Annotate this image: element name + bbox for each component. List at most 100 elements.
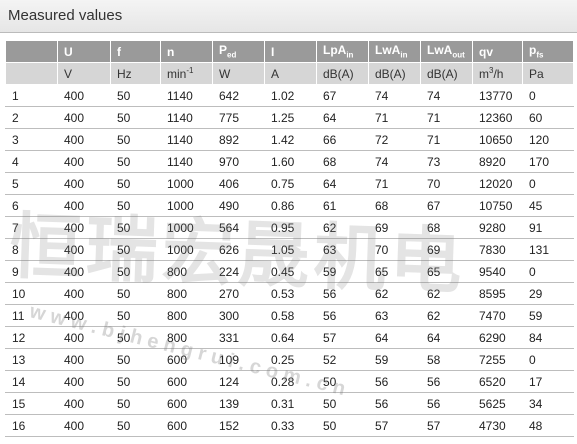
data-cell: 64 (420, 326, 473, 349)
data-cell: 50 (110, 414, 161, 437)
data-cell: 9280 (472, 216, 523, 239)
data-cell: 800 (160, 326, 213, 349)
data-cell: 170 (522, 150, 574, 173)
row-index: 13 (5, 348, 58, 371)
data-cell: 74 (368, 150, 421, 173)
data-cell: 0 (522, 260, 574, 283)
units-cell: W (212, 62, 265, 85)
header-text: I (271, 44, 275, 59)
header-text: f (117, 44, 121, 59)
data-cell: 50 (110, 392, 161, 415)
data-cell: 0 (522, 172, 574, 195)
header-cell: f (110, 40, 161, 63)
data-cell: 50 (110, 106, 161, 129)
data-cell: 70 (420, 172, 473, 195)
data-cell: 50 (110, 128, 161, 151)
data-cell: 50 (110, 304, 161, 327)
data-cell: 139 (212, 392, 265, 415)
data-cell: 58 (420, 348, 473, 371)
data-cell: 74 (420, 84, 473, 107)
units-text: dB(A) (427, 66, 458, 81)
data-cell: 67 (316, 84, 369, 107)
data-cell: 9540 (472, 260, 523, 283)
data-cell: 5625 (472, 392, 523, 415)
data-cell: 56 (368, 392, 421, 415)
subscript: in (400, 50, 408, 60)
data-cell: 1000 (160, 238, 213, 261)
units-text: dB(A) (323, 66, 354, 81)
units-cell: V (57, 62, 111, 85)
data-row: 6 400 50 1000 490 0.86 61 68 67 10750 45 (5, 194, 574, 217)
data-row: 7 400 50 1000 564 0.95 62 69 68 9280 91 (5, 216, 574, 239)
data-cell: 68 (368, 194, 421, 217)
data-cell: 71 (420, 128, 473, 151)
data-cell: 69 (420, 238, 473, 261)
data-cell: 64 (316, 172, 369, 195)
data-cell: 406 (212, 172, 265, 195)
data-cell: 45 (522, 194, 574, 217)
data-cell: 0.86 (264, 194, 317, 217)
data-cell: 1000 (160, 216, 213, 239)
header-text: LwA (427, 43, 453, 58)
data-cell: 800 (160, 260, 213, 283)
data-cell: 109 (212, 348, 265, 371)
data-cell: 331 (212, 326, 265, 349)
data-cell: 400 (57, 106, 111, 129)
data-cell: 17 (522, 370, 574, 393)
data-cell: 490 (212, 194, 265, 217)
data-cell: 65 (420, 260, 473, 283)
data-cell: 57 (368, 414, 421, 437)
header-cell: LwAout (420, 40, 473, 63)
data-cell: 70 (368, 238, 421, 261)
data-cell: 64 (368, 326, 421, 349)
data-cell: 0.58 (264, 304, 317, 327)
data-cell: 400 (57, 392, 111, 415)
data-row: 11 400 50 800 300 0.58 56 63 62 7470 59 (5, 304, 574, 327)
data-cell: 50 (110, 326, 161, 349)
data-cell: 626 (212, 238, 265, 261)
row-index: 16 (5, 414, 58, 437)
row-index: 10 (5, 282, 58, 305)
data-cell: 600 (160, 414, 213, 437)
header-text: P (219, 43, 228, 58)
data-cell: 57 (420, 414, 473, 437)
data-cell: 34 (522, 392, 574, 415)
data-row: 12 400 50 800 331 0.64 57 64 64 6290 84 (5, 326, 574, 349)
data-cell: 1.02 (264, 84, 317, 107)
header-text: n (167, 44, 175, 59)
data-row: 4 400 50 1140 970 1.60 68 74 73 8920 170 (5, 150, 574, 173)
data-cell: 400 (57, 370, 111, 393)
title-bar: Measured values (0, 0, 577, 33)
data-cell: 50 (110, 172, 161, 195)
data-cell: 1140 (160, 150, 213, 173)
data-cell: 131 (522, 238, 574, 261)
data-cell: 69 (368, 216, 421, 239)
data-cell: 0.33 (264, 414, 317, 437)
data-cell: 6290 (472, 326, 523, 349)
data-cell: 29 (522, 282, 574, 305)
data-cell: 91 (522, 216, 574, 239)
data-cell: 84 (522, 326, 574, 349)
row-index: 14 (5, 370, 58, 393)
data-cell: 6520 (472, 370, 523, 393)
data-row: 5 400 50 1000 406 0.75 64 71 70 12020 0 (5, 172, 574, 195)
row-index: 5 (5, 172, 58, 195)
row-index: 12 (5, 326, 58, 349)
data-row: 13 400 50 600 109 0.25 52 59 58 7255 0 (5, 348, 574, 371)
header-cell: pfs (522, 40, 574, 63)
data-cell: 400 (57, 84, 111, 107)
units-text: dB(A) (375, 66, 406, 81)
data-cell: 68 (316, 150, 369, 173)
data-cell: 400 (57, 194, 111, 217)
header-text: U (64, 44, 73, 59)
subscript: out (452, 50, 465, 60)
title: Measured values (8, 7, 123, 24)
data-cell: 50 (110, 370, 161, 393)
data-cell: 62 (368, 282, 421, 305)
data-cell: 224 (212, 260, 265, 283)
units-cell (5, 62, 58, 85)
data-row: 10 400 50 800 270 0.53 56 62 62 8595 29 (5, 282, 574, 305)
